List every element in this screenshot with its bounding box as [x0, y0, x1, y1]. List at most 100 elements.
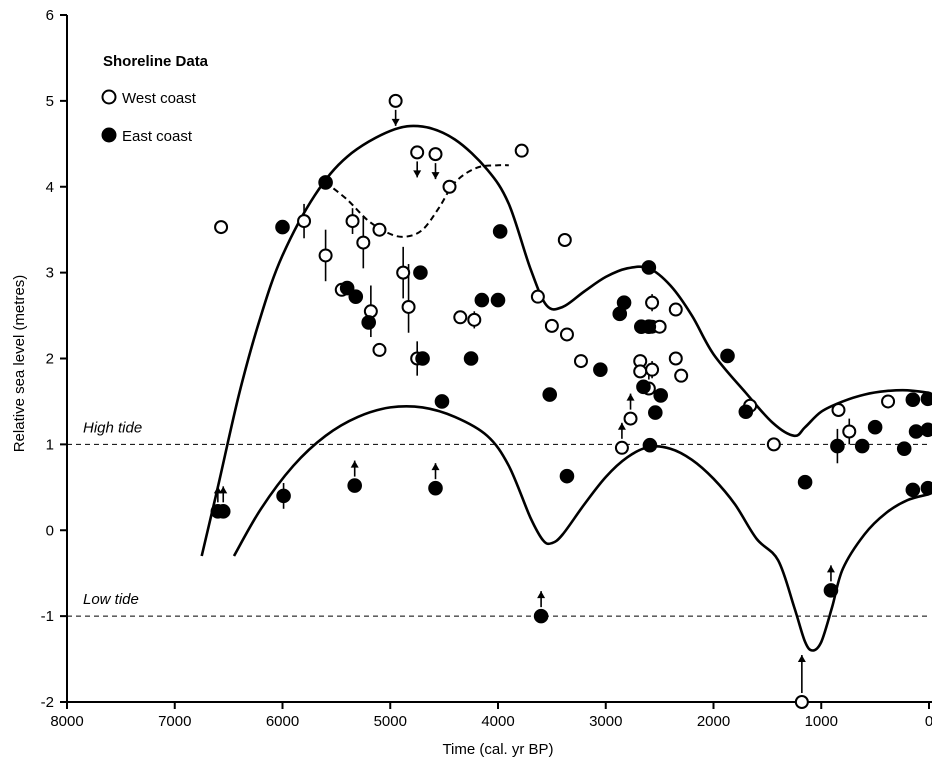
east-coast-point	[415, 351, 430, 366]
east-coast-point	[339, 280, 355, 296]
west-coast-point	[544, 318, 559, 333]
east-coast-point	[653, 388, 669, 403]
west-coast-point	[514, 143, 529, 158]
west-coast-point	[318, 248, 333, 263]
y-tick-label: 0	[46, 522, 54, 539]
east-coast-point	[854, 438, 870, 454]
east-coast-point	[347, 478, 362, 493]
west-coast-point	[214, 220, 229, 235]
x-axis-ticks: 8000 7000 6000 5000 4000 3000 2000 1000 0	[50, 702, 932, 730]
west-coast-point	[559, 327, 574, 342]
x-axis-title: Time (cal. yr BP)	[442, 741, 553, 758]
y-tick-label: 6	[46, 7, 54, 24]
east-coast-point	[215, 504, 231, 519]
arrow-head	[537, 591, 546, 599]
upper-envelope-curve	[200, 124, 930, 557]
west-coast-point	[573, 354, 588, 369]
arrow-head	[391, 118, 400, 126]
east-coast-point	[896, 441, 912, 456]
west-coast-point	[396, 265, 411, 280]
west-coast-point	[668, 302, 683, 317]
east-coast-point	[533, 608, 549, 624]
x-tick-label: 3000	[589, 713, 622, 730]
east-coast-point	[348, 289, 364, 304]
west-coast-point	[766, 437, 781, 452]
east-coast-point	[434, 394, 450, 409]
envelope-curves	[200, 124, 930, 652]
west-coast-point	[345, 214, 360, 229]
east-coast-point	[920, 422, 932, 438]
arrow-head	[626, 393, 635, 401]
east-coast-point	[830, 438, 845, 454]
x-tick-label: 1000	[805, 713, 838, 730]
west-coast-point	[410, 145, 425, 160]
arrow-head	[413, 170, 422, 178]
east-coast-point	[797, 474, 813, 490]
data-points	[210, 93, 932, 709]
y-axis-ticks: -2 -1 0 1 2 3 4 5 6	[41, 7, 67, 711]
west-coast-point	[794, 695, 809, 709]
east-coast-point	[276, 488, 291, 504]
west-coast-point	[645, 362, 660, 377]
east-coast-point	[641, 260, 657, 275]
arrow-head	[431, 463, 440, 471]
west-coast-point	[356, 235, 371, 250]
west-coast-point	[623, 411, 638, 426]
legend-label-east-coast: East coast	[122, 128, 193, 145]
x-tick-label: 4000	[481, 713, 514, 730]
east-coast-point	[636, 379, 651, 395]
legend-marker-east-coast	[101, 127, 117, 143]
west-coast-point	[453, 310, 468, 325]
east-coast-point	[413, 265, 428, 280]
west-coast-point	[557, 232, 572, 247]
y-tick-label: 1	[46, 436, 54, 453]
east-coast-point	[648, 405, 663, 420]
y-axis-title: Relative sea level (metres)	[11, 275, 28, 453]
y-tick-label: 5	[46, 93, 54, 110]
legend-label-west-coast: West coast	[122, 90, 197, 107]
west-coast-point	[428, 147, 443, 162]
east-coast-point	[823, 583, 839, 598]
x-tick-label: 5000	[374, 713, 407, 730]
arrow-head	[219, 486, 228, 494]
east-coast-point	[905, 482, 921, 498]
west-coast-point	[372, 342, 387, 357]
east-coast-point	[641, 319, 657, 335]
east-coast-point	[318, 175, 333, 190]
y-tick-label: -1	[41, 608, 54, 625]
east-coast-point	[738, 404, 754, 420]
west-coast-point	[614, 440, 629, 455]
east-coast-point	[474, 292, 490, 308]
x-tick-label: 2000	[697, 713, 730, 730]
east-coast-point	[492, 224, 508, 239]
west-coast-point	[442, 179, 457, 194]
y-tick-label: 4	[46, 179, 54, 196]
west-coast-point	[668, 351, 683, 366]
axes: 8000 7000 6000 5000 4000 3000 2000 1000 0 -2 -1 0 1…	[41, 7, 932, 730]
y-tick-label: 3	[46, 265, 54, 282]
west-coast-point	[831, 403, 846, 418]
y-tick-label: -2	[41, 694, 54, 711]
east-coast-point	[920, 480, 932, 496]
legend-marker-west-coast	[101, 89, 117, 105]
x-tick-label: 0	[925, 713, 932, 730]
east-coast-point	[542, 387, 558, 402]
east-coast-point	[559, 468, 575, 484]
arrow-head	[826, 565, 835, 573]
east-coast-point	[361, 315, 377, 330]
east-coast-point	[720, 348, 735, 364]
west-coast-point	[842, 424, 857, 439]
west-coast-point	[530, 289, 545, 304]
west-coast-point	[633, 364, 648, 379]
x-tick-label: 7000	[158, 713, 191, 730]
east-coast-point	[275, 219, 290, 235]
west-coast-point	[881, 394, 896, 409]
y-tick-label: 2	[46, 351, 54, 368]
west-coast-point	[674, 368, 689, 383]
reference-lines: High tide Low tide	[67, 419, 929, 617]
lower-envelope-curve	[232, 404, 930, 652]
east-coast-point	[905, 392, 921, 408]
east-coast-point	[616, 295, 632, 310]
west-coast-point	[645, 295, 660, 310]
